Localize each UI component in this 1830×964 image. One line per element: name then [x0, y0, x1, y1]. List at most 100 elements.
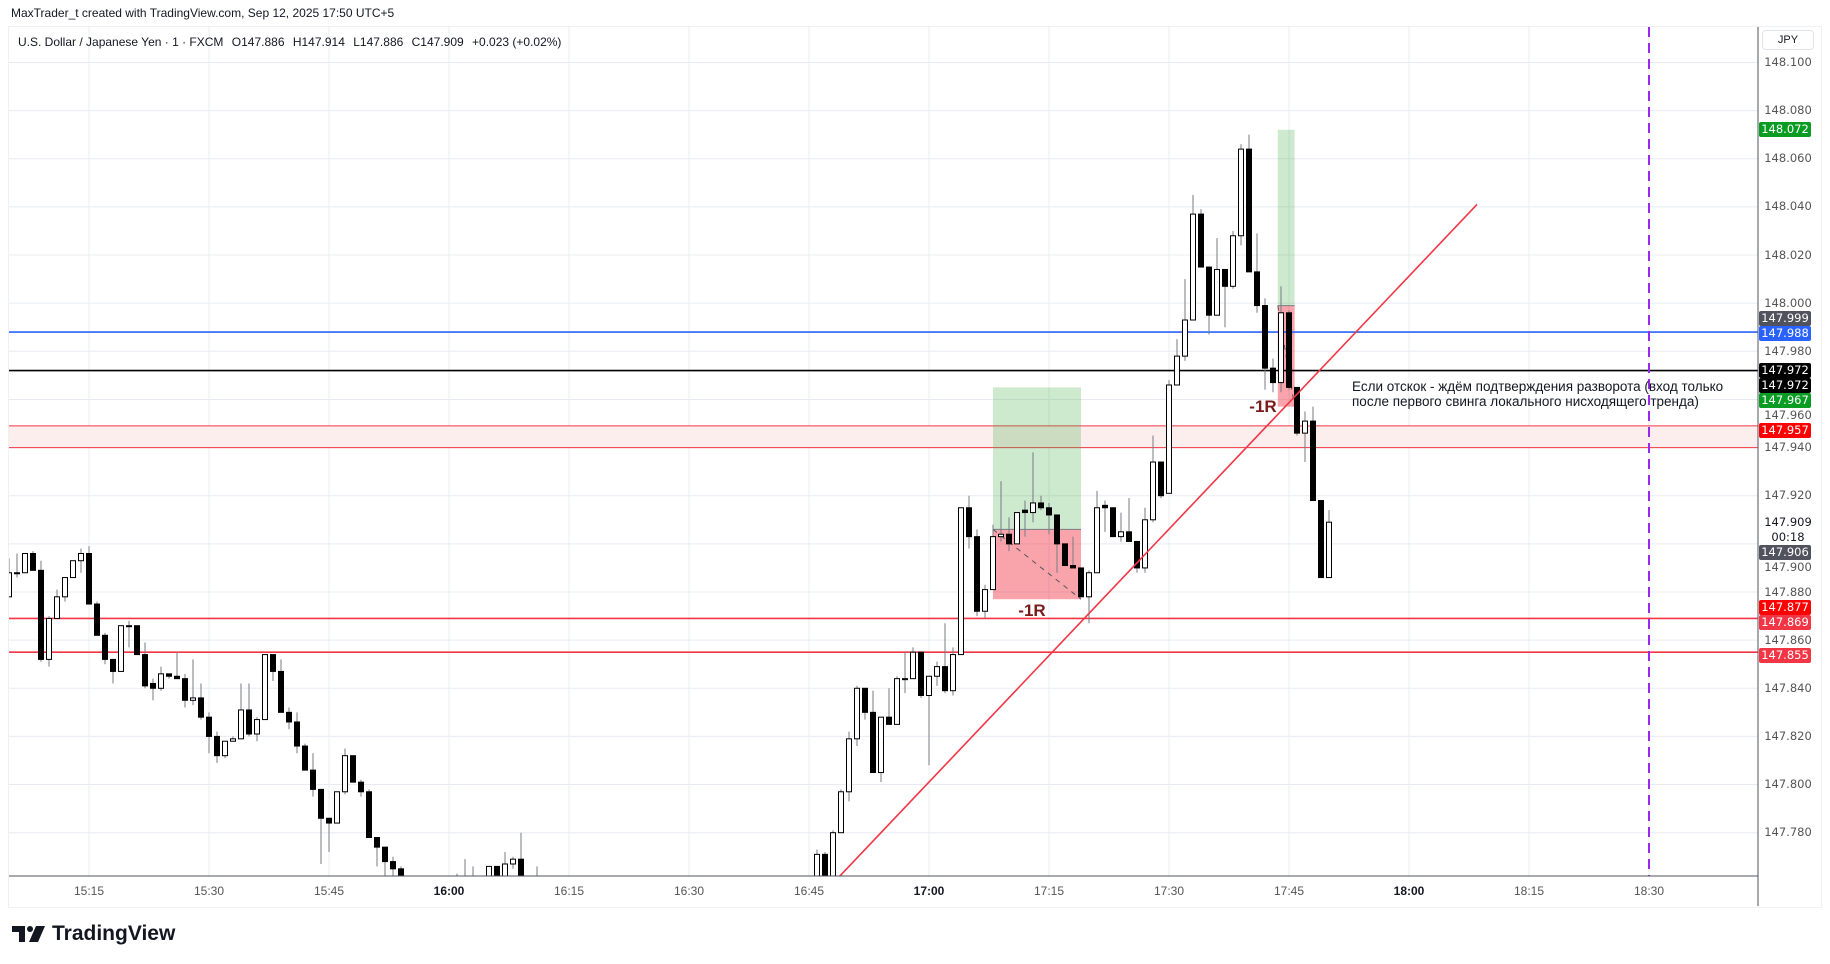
price-axis-label: 147.980	[1764, 343, 1812, 358]
price-axis-label: 147.800	[1764, 777, 1812, 792]
candle-down	[294, 721, 300, 747]
chart-credit: MaxTrader_t created with TradingView.com…	[11, 6, 395, 20]
candle-up	[1182, 319, 1188, 357]
position-result-label: -1R	[1018, 601, 1046, 620]
annotation-line: после первого свинга локального нисходящ…	[1352, 394, 1699, 409]
trend-line	[838, 203, 1478, 876]
candle-down	[134, 625, 140, 656]
currency-button[interactable]: JPY	[1762, 30, 1814, 50]
candle-up	[230, 738, 236, 742]
candle-down	[358, 781, 364, 793]
candle-up	[118, 625, 124, 672]
candle-down	[1006, 533, 1012, 545]
candle-up	[78, 552, 84, 562]
price-axis-label: 147.840	[1764, 680, 1812, 695]
candle-down	[318, 788, 324, 819]
candle-down	[918, 651, 924, 697]
candle-down	[1022, 509, 1028, 514]
candle-down	[214, 735, 220, 757]
time-axis-label: 15:45	[313, 884, 345, 898]
symbol-name[interactable]: U.S. Dollar / Japanese Yen · 1 · FXCM	[18, 35, 224, 49]
price-axis-label: 147.820	[1764, 728, 1812, 743]
candle-up	[838, 791, 844, 834]
candle-down	[270, 654, 276, 672]
candle-down	[1206, 266, 1212, 316]
candle-up	[1014, 512, 1020, 545]
candle-up	[1166, 384, 1172, 494]
candle-up	[1030, 502, 1036, 514]
candle-up	[254, 719, 260, 735]
candle-down	[1286, 312, 1292, 388]
candle-down	[974, 536, 980, 612]
time-axis-label: 18:15	[1513, 884, 1545, 898]
candle-up	[926, 675, 932, 697]
candle-down	[1198, 213, 1204, 268]
candle-up	[990, 536, 996, 591]
candle-down	[150, 682, 156, 689]
candle-up	[1094, 507, 1100, 574]
candle-down	[1134, 540, 1140, 569]
candle-up	[982, 589, 988, 612]
ohlc-high: H147.914	[292, 35, 345, 49]
candle-down	[166, 673, 172, 677]
candle-down	[38, 569, 44, 660]
candle-down	[862, 687, 868, 713]
annotation-line: Если отскок - ждём подтверждения разворо…	[1352, 379, 1724, 394]
time-axis-label: 16:30	[673, 884, 705, 898]
candle-down	[382, 846, 388, 863]
text-annotation[interactable]: Если отскок - ждём подтверждения разворо…	[1352, 379, 1752, 409]
candle-down	[350, 755, 356, 783]
candle-down	[1070, 565, 1076, 569]
candle-down	[94, 603, 100, 636]
price-axis-label: 148.000	[1764, 295, 1812, 310]
candle-up	[1326, 521, 1332, 579]
position-result-label: -1R	[1249, 397, 1277, 416]
tradingview-logo: TradingView	[12, 922, 175, 946]
time-axis-label: 15:30	[193, 884, 225, 898]
position-profit-zone	[1277, 129, 1295, 306]
time-axis-label: 17:00	[913, 884, 945, 898]
candle-down	[1038, 502, 1044, 509]
price-tag: 147.855	[1759, 647, 1811, 663]
candle-down	[1102, 504, 1108, 509]
candle-down	[1254, 271, 1260, 307]
time-axis-label: 16:45	[793, 884, 825, 898]
candle-up	[1190, 213, 1196, 321]
candle-down	[870, 711, 876, 774]
candle-down	[1158, 461, 1164, 497]
price-tag: 147.967	[1759, 393, 1811, 409]
candle-up	[9, 572, 12, 598]
candle-down	[822, 853, 828, 876]
candle-down	[278, 670, 284, 713]
candle-up	[958, 507, 964, 656]
candle-up	[510, 858, 516, 865]
candle-down	[1110, 507, 1116, 538]
resistance-zone	[9, 425, 1758, 448]
candle-up	[1174, 355, 1180, 386]
candle-down	[102, 634, 108, 660]
bar-countdown: 00:18	[1771, 529, 1805, 544]
price-axis-label: 147.780	[1764, 825, 1812, 840]
candle-up	[46, 617, 52, 660]
candle-up	[846, 738, 852, 793]
price-axis-label: 147.960	[1764, 408, 1812, 423]
candle-up	[238, 709, 244, 740]
candle-up	[190, 697, 196, 701]
time-axis-label: 18:30	[1633, 884, 1665, 898]
candle-down	[1294, 386, 1300, 434]
candle-down	[326, 817, 332, 824]
candle-up	[854, 687, 860, 740]
candle-down	[86, 552, 92, 605]
candle-down	[1062, 543, 1068, 567]
candle-up	[902, 678, 908, 681]
candle-down	[174, 675, 180, 680]
candle-down	[966, 507, 972, 538]
price-tag: 147.972	[1759, 378, 1811, 394]
time-axis-label: 18:00	[1393, 884, 1425, 898]
time-axis-label: 17:45	[1273, 884, 1305, 898]
candle-down	[142, 654, 148, 687]
candle-down	[1046, 507, 1052, 516]
candle-down	[110, 658, 116, 672]
candle-down	[182, 678, 188, 701]
